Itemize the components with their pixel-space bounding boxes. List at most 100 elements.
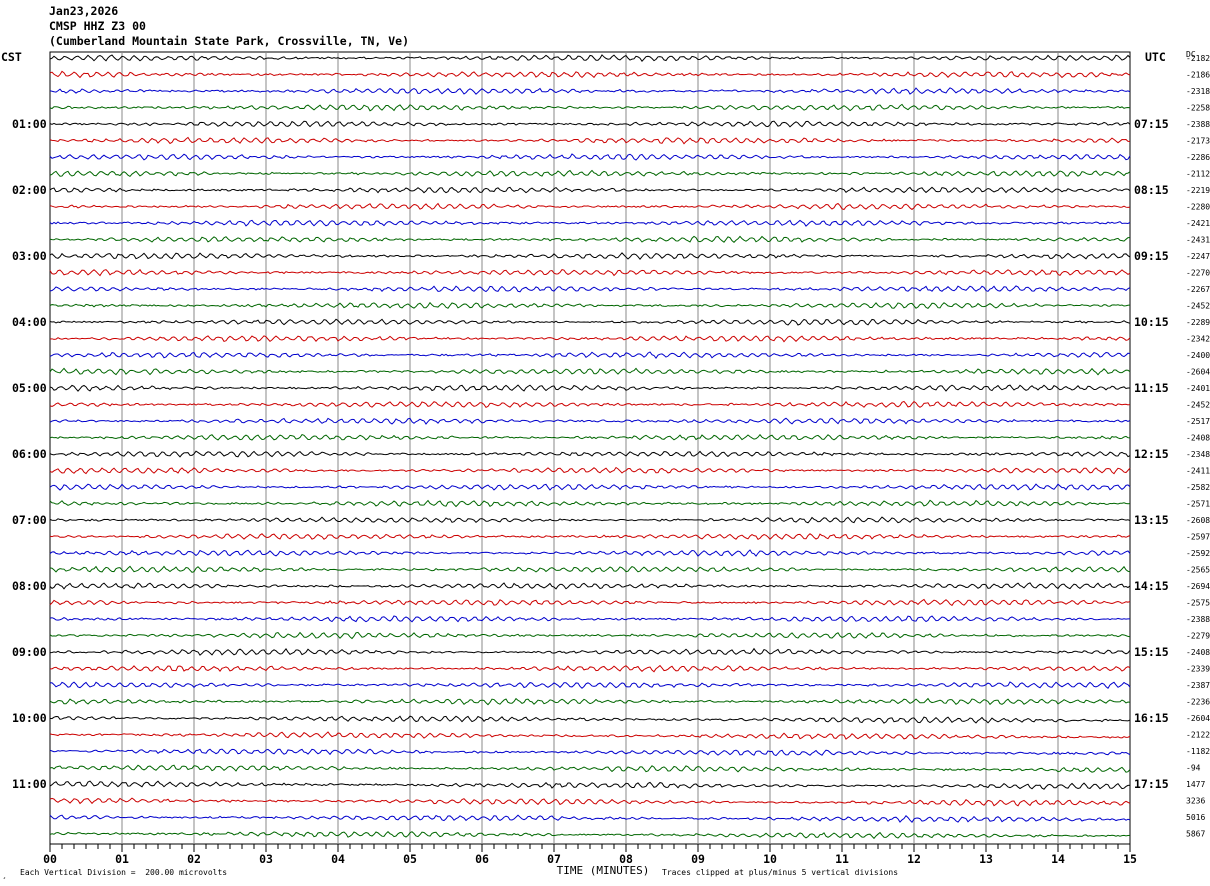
trace-line xyxy=(49,466,1131,475)
trace-line xyxy=(49,831,1131,840)
trace-line xyxy=(49,780,1131,790)
dc-offset-label: -2452 xyxy=(1186,401,1210,410)
trace-line xyxy=(49,318,1131,326)
dc-offset-label: -2411 xyxy=(1186,467,1210,476)
dc-offset-label: -2279 xyxy=(1186,632,1210,641)
dc-offset-label: -2122 xyxy=(1186,731,1210,740)
dc-offset-label: -2571 xyxy=(1186,500,1210,509)
cst-hour-label: 02:00 xyxy=(12,183,47,197)
trace-line xyxy=(49,598,1131,607)
utc-hour-label: 07:15 xyxy=(1134,117,1169,131)
x-tick-label: 09 xyxy=(691,852,705,866)
dc-offset-label: -2517 xyxy=(1186,417,1210,426)
cst-hour-label: 11:00 xyxy=(12,777,47,791)
dc-offset-label: -2408 xyxy=(1186,648,1210,657)
x-tick-label: 11 xyxy=(835,852,849,866)
cst-hour-label: 01:00 xyxy=(12,117,47,131)
utc-hour-label: 08:15 xyxy=(1134,183,1169,197)
trace-line xyxy=(49,136,1131,145)
x-tick-label: 05 xyxy=(403,852,417,866)
x-tick-label: 13 xyxy=(979,852,993,866)
utc-hour-label: 12:15 xyxy=(1134,447,1169,461)
dc-offset-label: -2604 xyxy=(1186,714,1210,723)
trace-line xyxy=(49,814,1131,824)
dc-offset-label: 5016 xyxy=(1186,813,1205,822)
trace-line xyxy=(49,219,1131,227)
trace-line xyxy=(49,103,1131,112)
date-label: Jan23,2026 xyxy=(49,4,119,18)
utc-hour-label: 09:15 xyxy=(1134,249,1169,263)
trace-line xyxy=(49,268,1131,277)
trace-line xyxy=(49,202,1131,211)
dc-offset-label: -2247 xyxy=(1186,252,1210,261)
dc-offset-label: -2452 xyxy=(1186,302,1210,311)
trace-line xyxy=(49,483,1131,491)
x-tick-label: 08 xyxy=(619,852,633,866)
x-tick-label: 07 xyxy=(547,852,561,866)
dc-offset-label: -2342 xyxy=(1186,335,1210,344)
dc-offset-label: -2182 xyxy=(1186,54,1210,63)
dc-offset-label: -2236 xyxy=(1186,698,1210,707)
station-label: CMSP HHZ Z3 00 xyxy=(49,19,146,33)
utc-hour-label: 16:15 xyxy=(1134,711,1169,725)
dc-offset-label: -2401 xyxy=(1186,384,1210,393)
x-tick-label: 10 xyxy=(763,852,777,866)
dc-offset-label: -2348 xyxy=(1186,450,1210,459)
dc-offset-label: -94 xyxy=(1186,764,1201,773)
dc-offset-label: -2694 xyxy=(1186,582,1210,591)
trace-line xyxy=(49,631,1131,640)
utc-hour-label: 11:15 xyxy=(1134,381,1169,395)
trace-line xyxy=(49,615,1130,623)
x-tick-label: 03 xyxy=(259,852,273,866)
trace-line xyxy=(49,533,1131,541)
cst-hour-label: 08:00 xyxy=(12,579,47,593)
trace-line xyxy=(49,54,1131,62)
trace-line xyxy=(49,235,1131,243)
utc-hour-label: 14:15 xyxy=(1134,579,1169,593)
trace-line xyxy=(49,301,1131,309)
utc-hour-label: 10:15 xyxy=(1134,315,1169,329)
trace-line xyxy=(49,186,1131,194)
x-tick-label: 15 xyxy=(1123,852,1137,866)
trace-line xyxy=(49,367,1131,376)
utc-hour-label: 13:15 xyxy=(1134,513,1169,527)
dc-offset-label: -2258 xyxy=(1186,104,1210,113)
dc-offset-label: -2408 xyxy=(1186,434,1210,443)
cst-hour-label: 07:00 xyxy=(12,513,47,527)
dc-offset-label: -2582 xyxy=(1186,483,1210,492)
trace-line xyxy=(49,153,1131,161)
dc-offset-label: -2597 xyxy=(1186,533,1210,542)
utc-hour-label: 15:15 xyxy=(1134,645,1169,659)
dc-offset-label: -2286 xyxy=(1186,153,1210,162)
x-tick-label: 14 xyxy=(1051,852,1065,866)
trace-line xyxy=(49,499,1131,508)
scale-note: Each Vertical Division = 200.00 microvol… xyxy=(20,868,228,877)
x-tick-label: 01 xyxy=(115,852,129,866)
trace-line xyxy=(49,351,1131,359)
trace-line xyxy=(49,120,1131,128)
cst-hour-label: 05:00 xyxy=(12,381,47,395)
cst-hour-label: 06:00 xyxy=(12,447,47,461)
plot-frame xyxy=(49,51,1131,845)
dc-offset-label: 5867 xyxy=(1186,830,1205,839)
dc-offset-label: -2280 xyxy=(1186,203,1210,212)
trace-line xyxy=(49,252,1131,260)
trace-line xyxy=(49,87,1131,95)
dc-offset-label: -2608 xyxy=(1186,516,1210,525)
dc-offset-label: -2421 xyxy=(1186,219,1210,228)
trace-line xyxy=(49,681,1131,690)
cst-hour-label: 04:00 xyxy=(12,315,47,329)
cst-zone-label: CST xyxy=(1,50,22,64)
dc-offset-label: 3236 xyxy=(1186,797,1205,806)
dc-offset-label: -2431 xyxy=(1186,236,1210,245)
dc-header-label: DC xyxy=(1186,50,1196,59)
dc-offset-label: -2219 xyxy=(1186,186,1210,195)
dc-offset-label: -2267 xyxy=(1186,285,1210,294)
dc-offset-label: -2400 xyxy=(1186,351,1210,360)
trace-line xyxy=(49,697,1131,706)
trace-line xyxy=(49,764,1131,773)
utc-zone-label: UTC xyxy=(1145,50,1166,64)
trace-line xyxy=(49,516,1131,524)
trace-line xyxy=(49,417,1131,425)
